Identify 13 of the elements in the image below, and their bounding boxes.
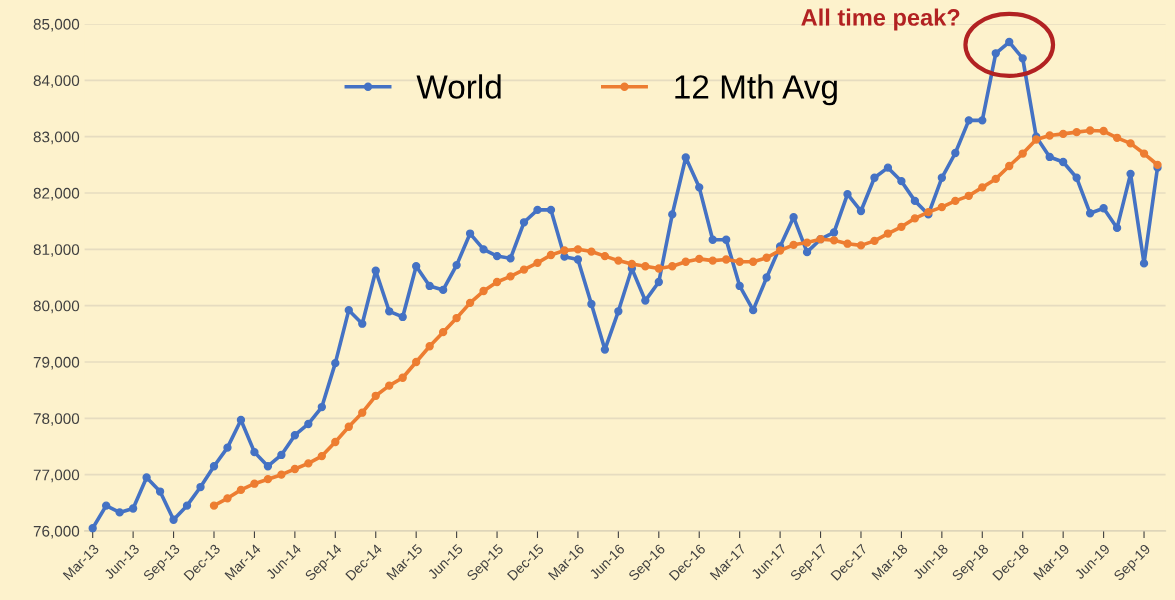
y-tick-label: 78,000 [33,413,80,426]
y-tick-label: 84,000 [33,75,80,88]
y-tick-label: 77,000 [33,469,80,483]
annotation: All time peak? [801,8,960,31]
y-tick-label: 76,000 [33,525,80,539]
y-tick-label: 83,000 [33,131,80,145]
y-tick-label: 79,000 [33,356,80,370]
legend-label: World [416,74,501,99]
y-tick-label: 82,000 [33,187,80,201]
y-tick-label: 85,000 [33,18,80,32]
y-tick-label: 81,000 [33,244,80,257]
legend-label: 12 Mth Avg [675,74,837,106]
y-tick-label: 80,000 [33,300,80,314]
